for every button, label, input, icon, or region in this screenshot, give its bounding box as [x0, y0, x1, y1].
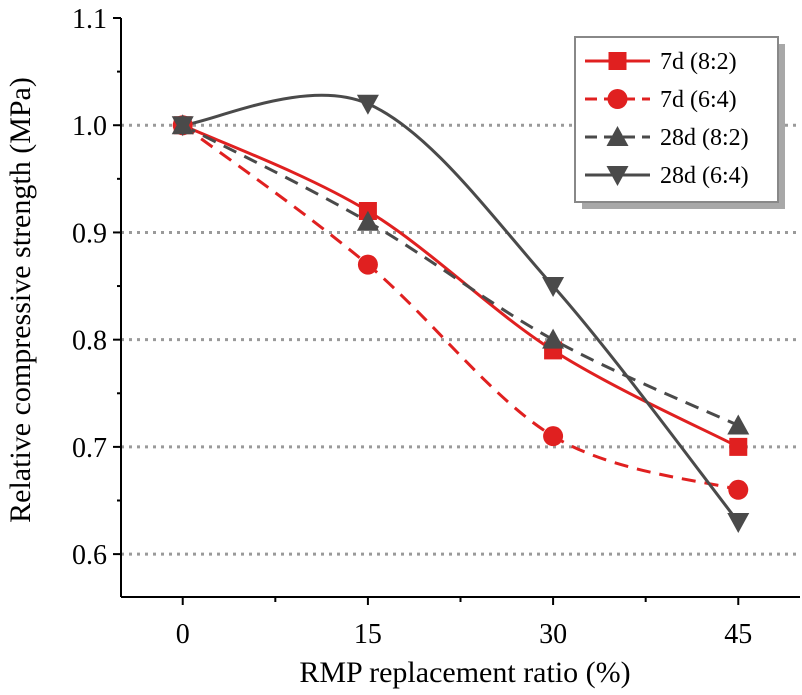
- legend-marker: [606, 166, 629, 186]
- series-line: [181, 124, 739, 492]
- y-tick-label: 0.8: [72, 326, 107, 357]
- x-tick-label: 0: [176, 619, 190, 650]
- legend-marker: [606, 126, 629, 146]
- data-point: [171, 116, 194, 137]
- series-layer: [171, 93, 750, 533]
- data-point: [356, 94, 379, 115]
- grid-lines: [121, 123, 800, 556]
- legend-label: 7d (8:2): [660, 49, 737, 75]
- data-point: [357, 254, 378, 275]
- data-point: [728, 479, 749, 500]
- y-axis-title: Relative compressive strength (MPa): [4, 77, 37, 523]
- x-tick-label: 45: [724, 619, 752, 650]
- x-tick-label: 15: [354, 619, 382, 650]
- data-point: [729, 437, 748, 456]
- x-axis-title: RMP replacement ratio (%): [299, 656, 630, 689]
- legend-marker: [607, 89, 628, 109]
- x-tick-label: 30: [539, 619, 567, 650]
- data-point: [542, 277, 565, 298]
- data-point: [356, 210, 379, 231]
- y-tick-label: 0.7: [72, 433, 107, 464]
- y-tick-label: 0.6: [72, 540, 107, 571]
- series-line: [182, 93, 740, 523]
- y-tick-label: 0.9: [72, 218, 107, 249]
- legend-label: 28d (6:4): [660, 163, 749, 189]
- tick-layer: 0.6 0.7 0.8 0.9 1.0 1.1 0 15 30 45: [72, 4, 752, 650]
- legend-label: 28d (8:2): [660, 125, 749, 151]
- y-tick-label: 1.1: [72, 4, 107, 35]
- legend: 7d (8:2) 7d (6:4) 28d (8:2) 28d (6:4): [574, 36, 785, 209]
- data-point: [543, 426, 564, 447]
- data-point: [727, 512, 750, 533]
- data-point: [542, 328, 565, 349]
- legend-label: 7d (6:4): [660, 87, 737, 113]
- data-point: [727, 414, 750, 435]
- legend-marker: [608, 52, 627, 70]
- series-line: [182, 123, 739, 449]
- y-tick-label: 1.0: [72, 111, 107, 142]
